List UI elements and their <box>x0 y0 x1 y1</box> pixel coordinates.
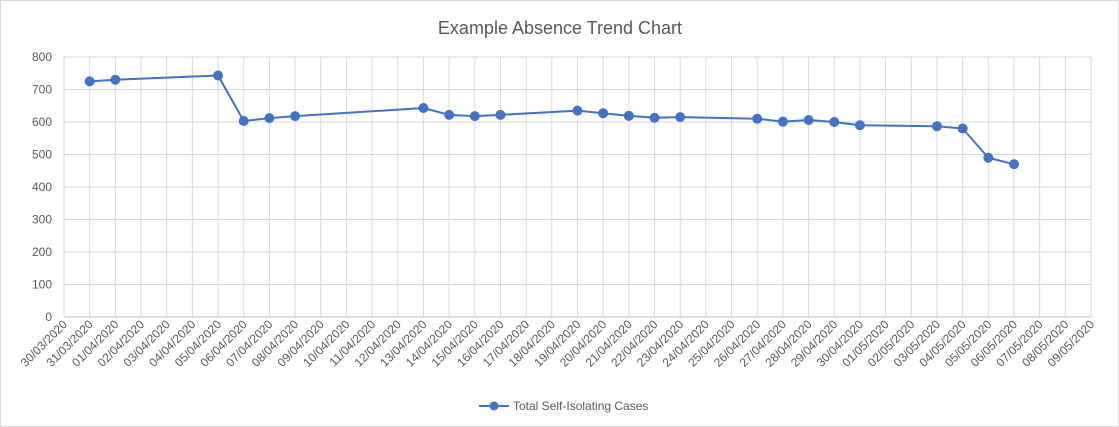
series-0 <box>84 70 1019 170</box>
data-point[interactable] <box>777 116 788 127</box>
data-point[interactable] <box>803 115 814 126</box>
data-point[interactable] <box>84 76 95 87</box>
data-point[interactable] <box>829 117 840 127</box>
data-point[interactable] <box>752 113 763 124</box>
y-tick-label: 600 <box>32 115 52 129</box>
y-tick-label: 700 <box>32 83 52 97</box>
data-point[interactable] <box>469 111 480 122</box>
data-point[interactable] <box>598 108 609 119</box>
y-tick-label: 800 <box>32 50 52 64</box>
legend-point-marker <box>489 401 499 411</box>
data-point[interactable] <box>264 113 275 124</box>
y-tick-label: 100 <box>32 278 52 292</box>
data-point[interactable] <box>957 123 968 134</box>
data-point[interactable] <box>572 105 583 116</box>
series-layer <box>84 70 1019 170</box>
legend[interactable]: Total Self-Isolating Cases <box>479 399 648 413</box>
data-point[interactable] <box>623 110 634 121</box>
x-axis-ticks: 30/03/202031/03/202001/04/202002/04/2020… <box>18 317 1098 370</box>
y-tick-label: 400 <box>32 180 52 194</box>
data-point[interactable] <box>418 103 429 114</box>
y-tick-label: 300 <box>32 213 52 227</box>
data-point[interactable] <box>675 112 686 123</box>
gridlines <box>63 56 1092 317</box>
data-point[interactable] <box>649 112 660 123</box>
chart-title: Example Absence Trend Chart <box>438 18 682 38</box>
data-point[interactable] <box>1008 159 1019 170</box>
y-tick-label: 500 <box>32 148 52 162</box>
data-point[interactable] <box>110 74 121 85</box>
y-tick-label: 0 <box>45 310 52 324</box>
data-point[interactable] <box>495 109 506 120</box>
data-point[interactable] <box>931 121 942 132</box>
data-point[interactable] <box>213 70 224 81</box>
y-tick-label: 200 <box>32 245 52 259</box>
data-point[interactable] <box>983 152 994 163</box>
legend-label: Total Self-Isolating Cases <box>513 399 648 413</box>
data-point[interactable] <box>444 109 455 120</box>
y-axis-ticks: 0 100 200 300 400 500 600 700 800 <box>32 50 52 324</box>
data-point[interactable] <box>238 116 249 127</box>
data-point[interactable] <box>854 120 865 131</box>
data-point[interactable] <box>290 111 301 122</box>
